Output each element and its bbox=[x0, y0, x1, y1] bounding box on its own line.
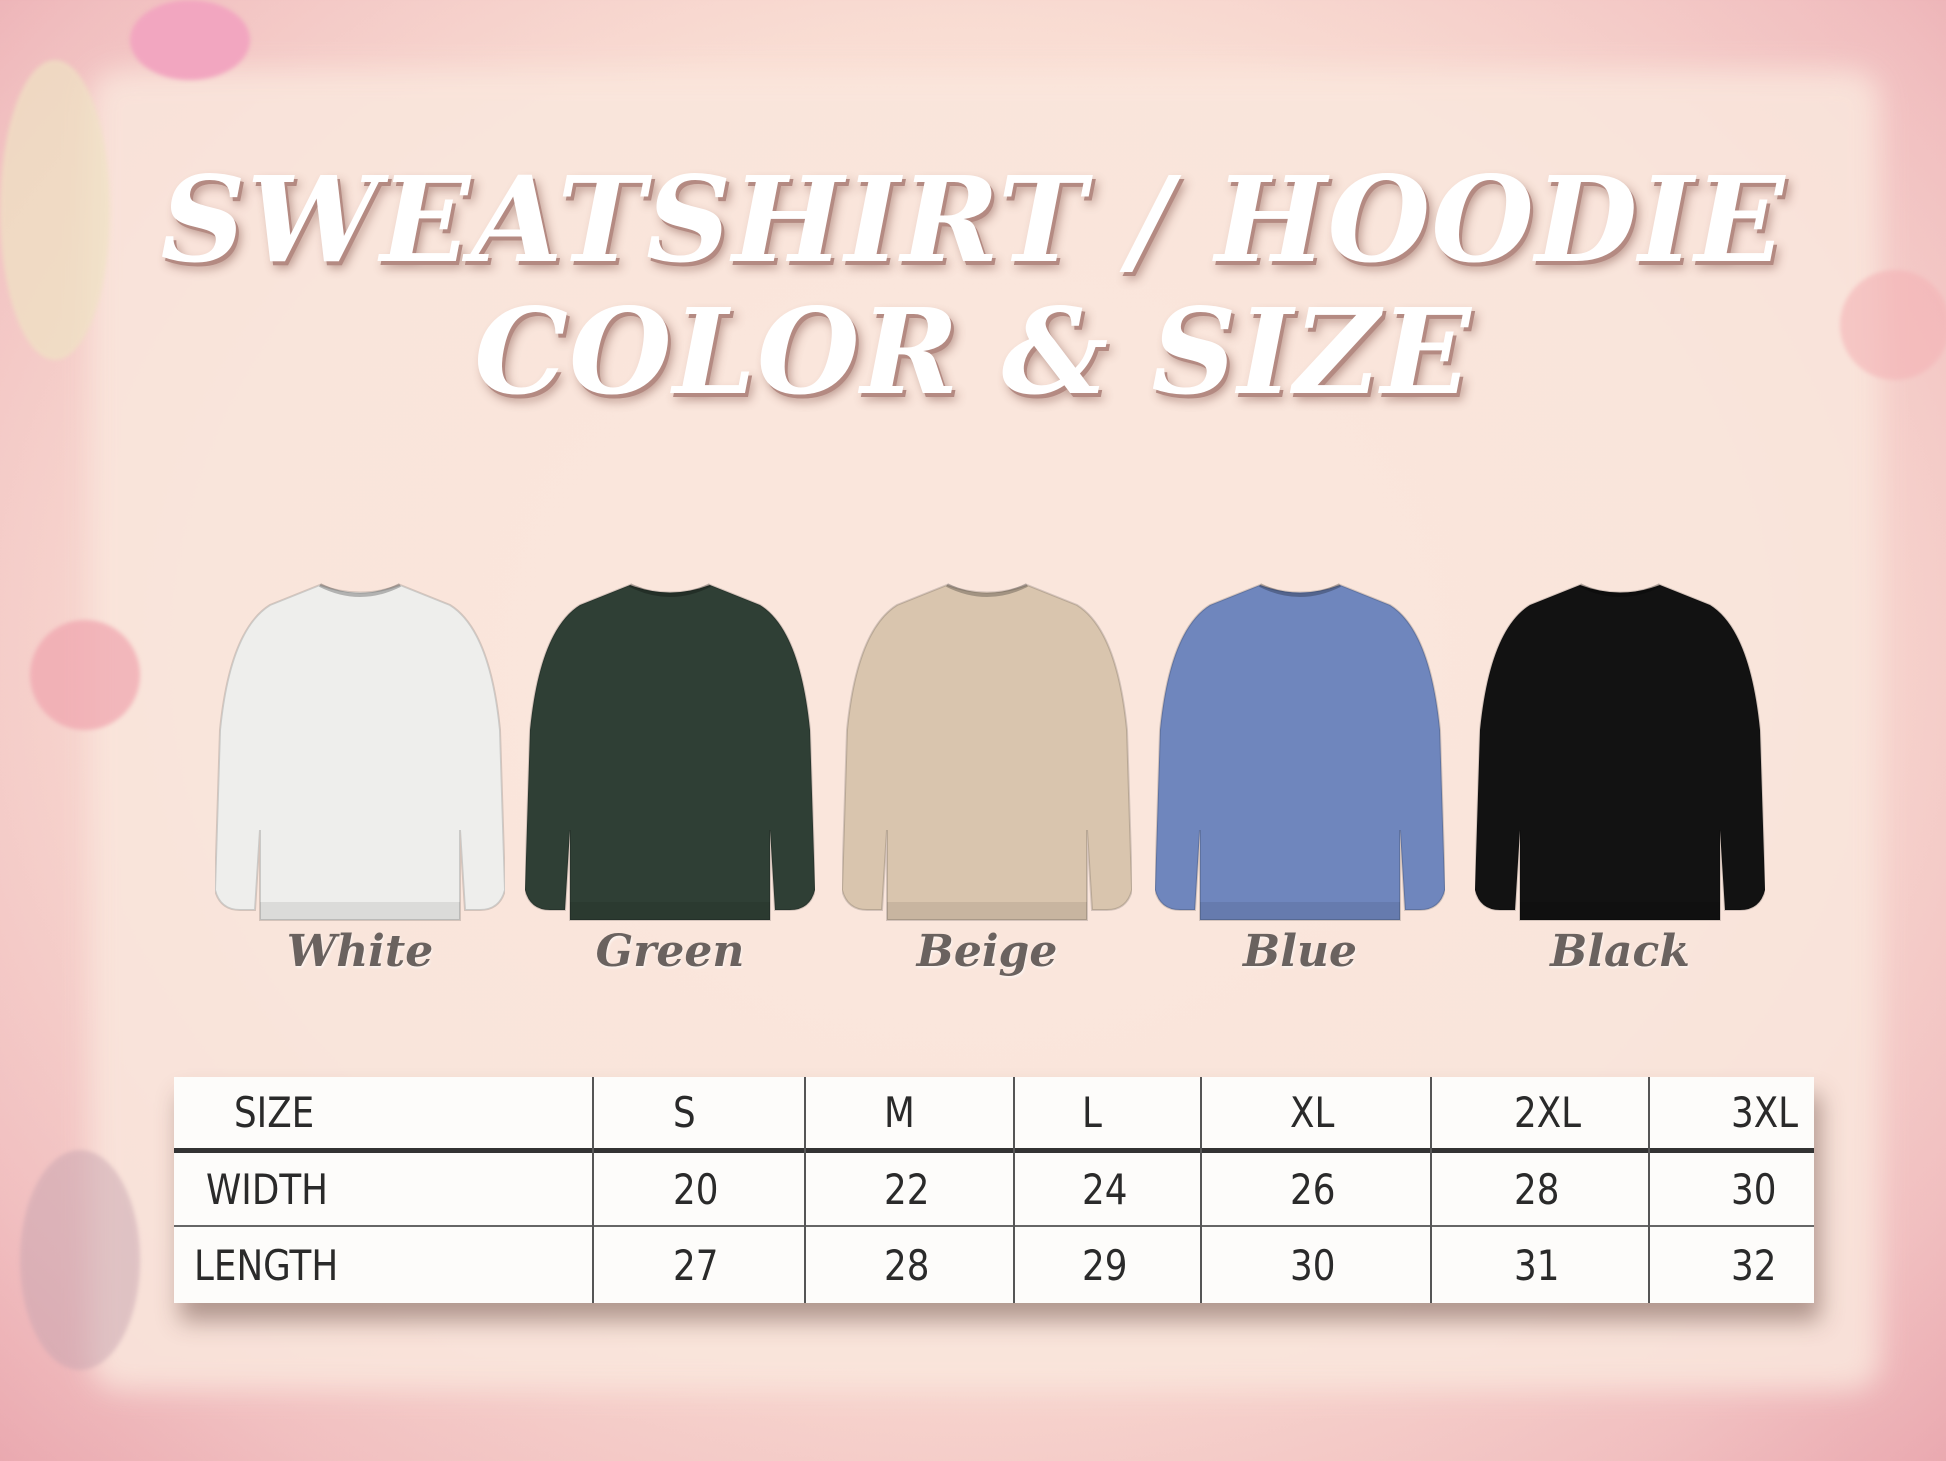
color-label: Black bbox=[1550, 926, 1690, 977]
table-cell: 24 bbox=[1081, 1164, 1127, 1214]
column-divider bbox=[804, 1077, 806, 1303]
row-divider bbox=[174, 1225, 1814, 1227]
table-header-cell: S bbox=[673, 1088, 696, 1137]
table-cell: 30 bbox=[1731, 1164, 1777, 1214]
button-decoration bbox=[1840, 270, 1946, 380]
table-cell: WIDTH bbox=[206, 1164, 328, 1214]
table-cell: 27 bbox=[673, 1240, 719, 1290]
table-cell: 29 bbox=[1081, 1240, 1127, 1290]
sweatshirt-black bbox=[1473, 580, 1767, 930]
page-title-line2: COLOR & SIZE bbox=[474, 282, 1472, 421]
table-header-cell: 3XL bbox=[1731, 1088, 1799, 1137]
table-cell: 31 bbox=[1514, 1240, 1560, 1290]
flower-decoration bbox=[130, 0, 250, 80]
color-label: Blue bbox=[1243, 926, 1357, 977]
size-table: SIZE S M L XL 2XL 3XL WIDTH 20 22 24 26 28 30 LENGTH 27… bbox=[174, 1077, 1814, 1303]
column-divider bbox=[1200, 1077, 1202, 1303]
table-cell: 26 bbox=[1290, 1164, 1336, 1214]
button-decoration bbox=[30, 620, 140, 730]
column-divider bbox=[1013, 1077, 1015, 1303]
table-cell: 28 bbox=[1514, 1164, 1560, 1214]
table-cell: 22 bbox=[883, 1164, 929, 1214]
table-header-cell: XL bbox=[1290, 1088, 1335, 1137]
table-cell: 32 bbox=[1731, 1240, 1777, 1290]
column-divider bbox=[592, 1077, 594, 1303]
column-divider bbox=[1430, 1077, 1432, 1303]
table-cell: 28 bbox=[883, 1240, 929, 1290]
table-cell: 20 bbox=[673, 1164, 719, 1214]
table-header-cell: 2XL bbox=[1514, 1088, 1582, 1137]
page-title-line1: SWEATSHIRT / HOODIE bbox=[160, 150, 1786, 289]
color-label: White bbox=[286, 926, 434, 977]
color-label: Green bbox=[595, 926, 745, 977]
table-header-cell: SIZE bbox=[234, 1088, 315, 1137]
table-header-cell: M bbox=[883, 1088, 915, 1137]
color-label: Beige bbox=[916, 926, 1058, 977]
sweatshirt-beige bbox=[840, 580, 1134, 930]
header-divider bbox=[174, 1148, 1814, 1153]
column-divider bbox=[1648, 1077, 1650, 1303]
leaf-decoration bbox=[20, 1150, 140, 1370]
table-cell: LENGTH bbox=[194, 1240, 339, 1290]
sweatshirt-white bbox=[213, 580, 507, 930]
flower-decoration bbox=[0, 60, 110, 360]
table-header-cell: L bbox=[1081, 1088, 1102, 1137]
sweatshirt-green bbox=[523, 580, 817, 930]
sweatshirt-blue bbox=[1153, 580, 1447, 930]
table-cell: 30 bbox=[1290, 1240, 1336, 1290]
